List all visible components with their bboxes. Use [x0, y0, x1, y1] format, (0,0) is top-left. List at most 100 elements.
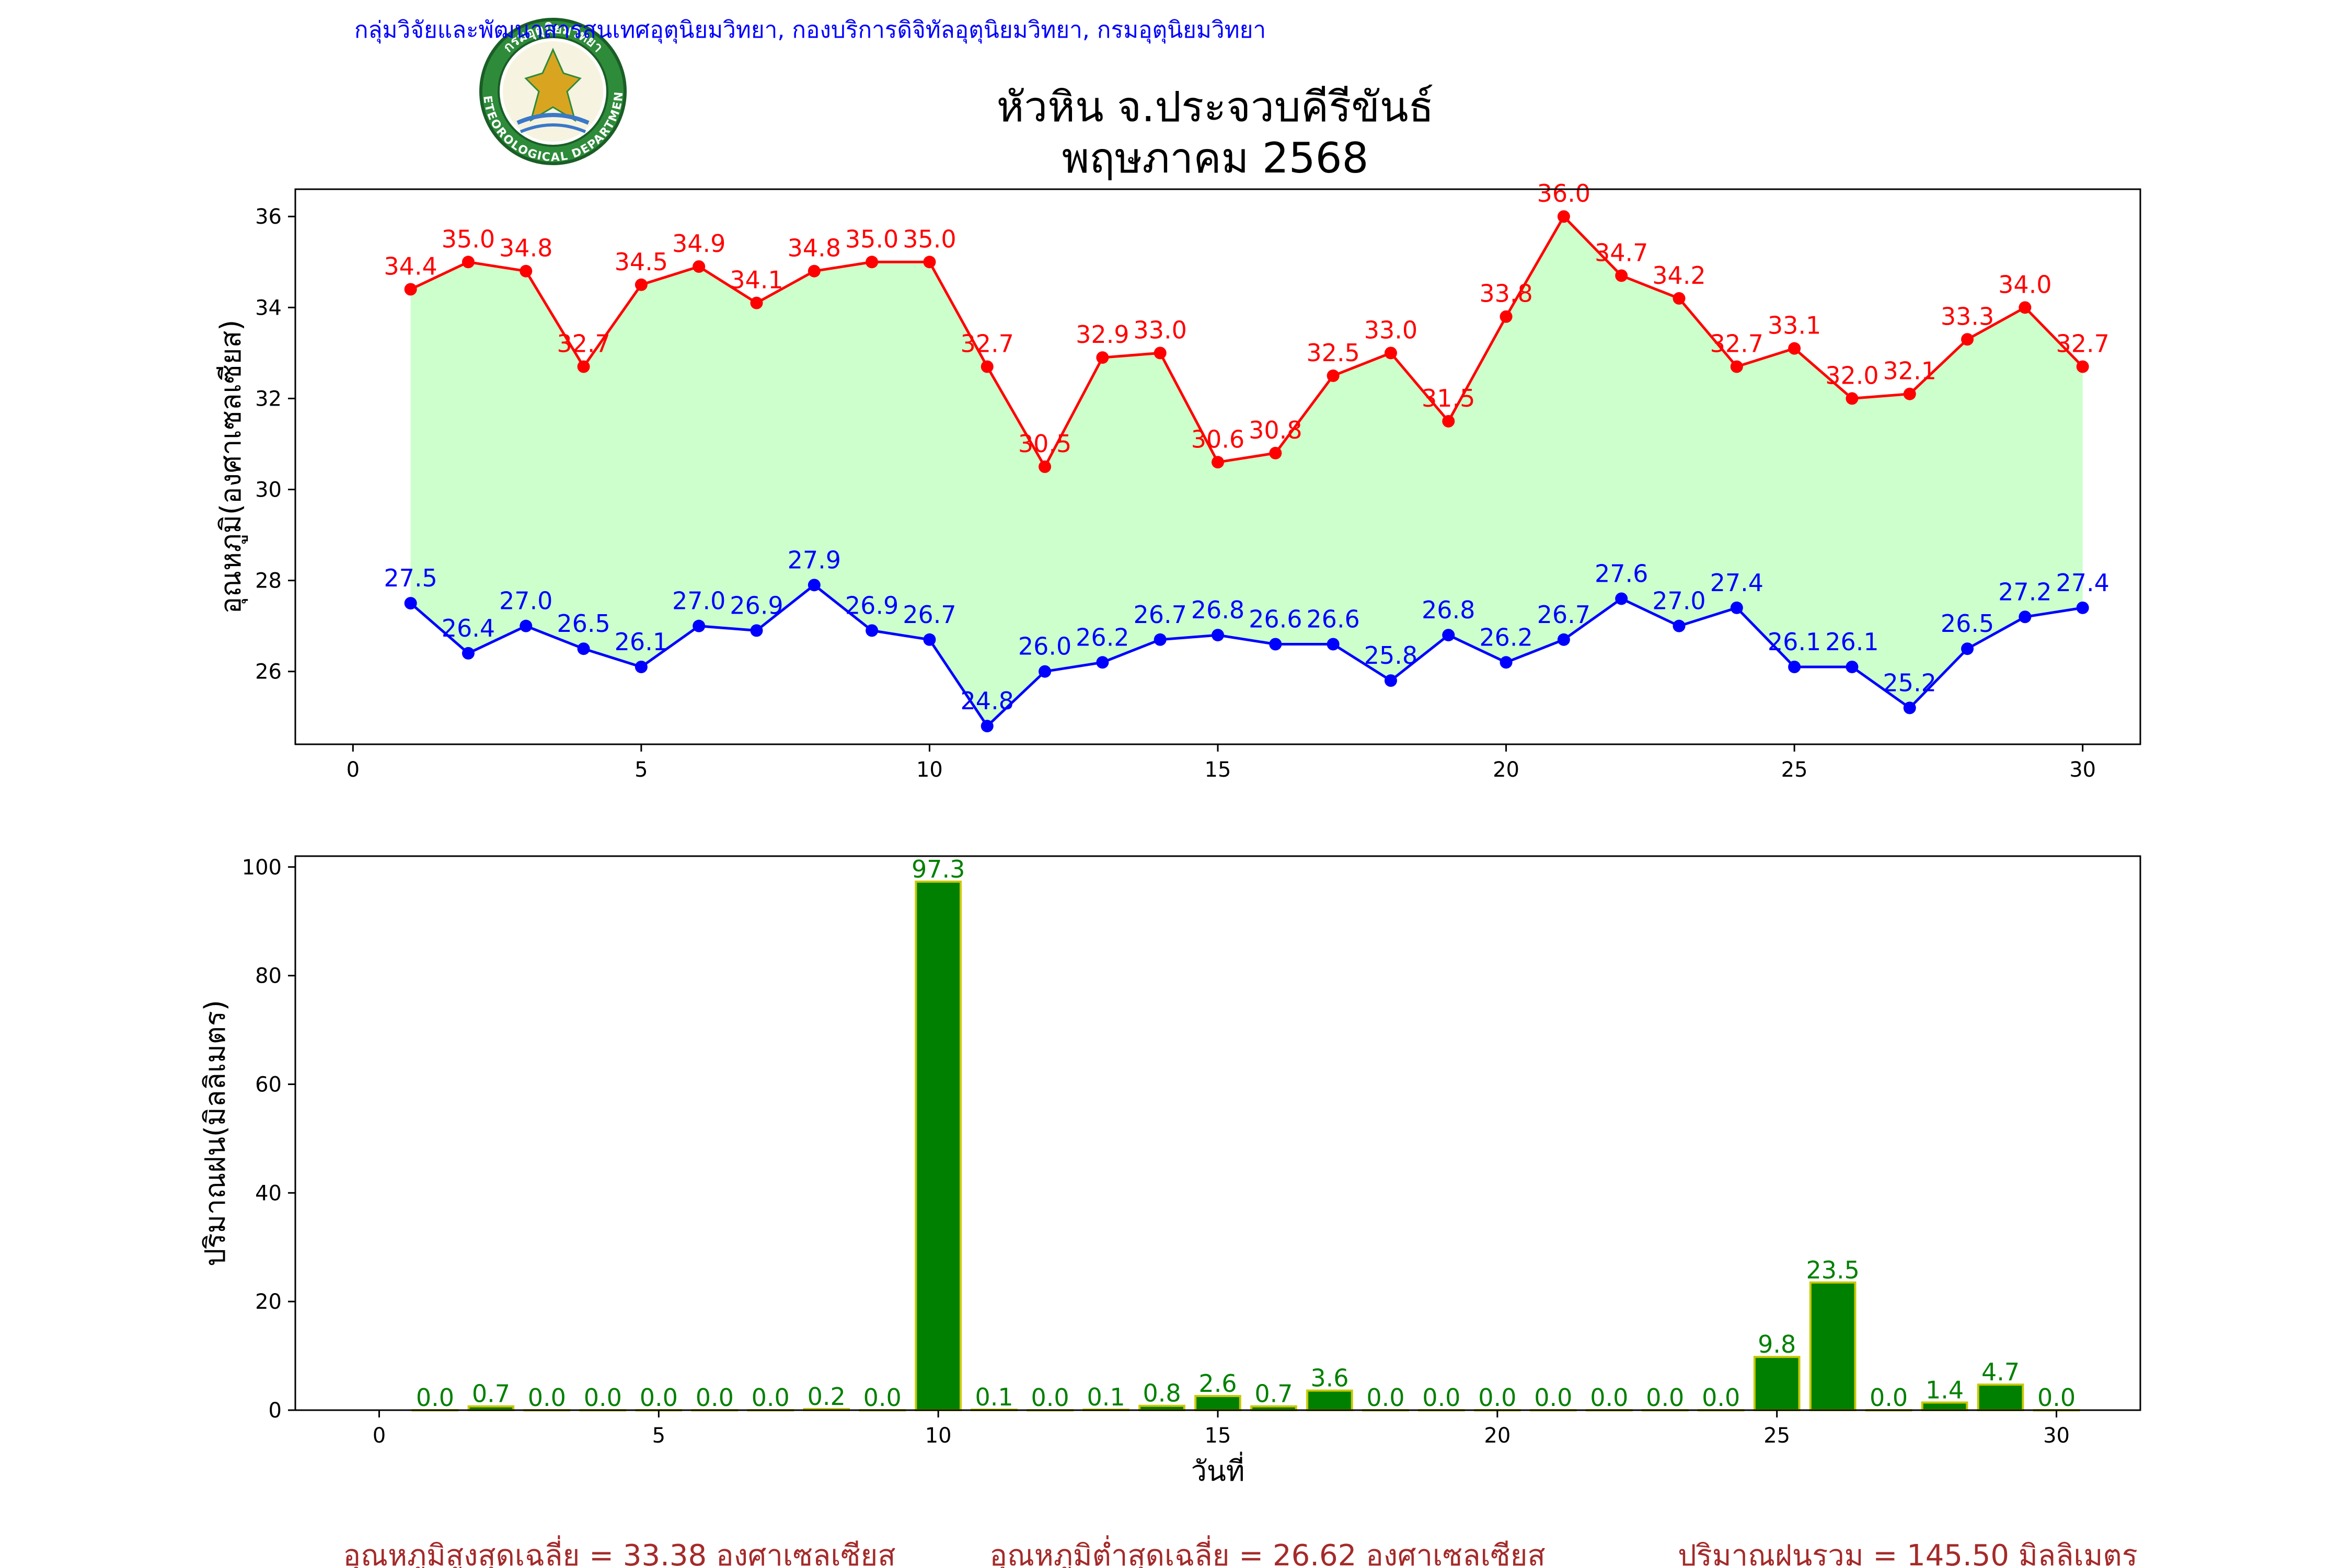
data-point-min-temp [1154, 633, 1167, 646]
data-point-min-temp [404, 597, 417, 610]
rain-data-label: 0.1 [1087, 1383, 1125, 1411]
data-point-max-temp [1615, 269, 1628, 282]
x-tick-label: 20 [1493, 758, 1519, 782]
data-point-max-temp [1500, 310, 1513, 323]
data-label-max-temp: 36.0 [1537, 179, 1590, 207]
y-tick-label: 0 [269, 1399, 282, 1423]
data-point-min-temp [1615, 592, 1628, 605]
data-label-max-temp: 31.5 [1422, 384, 1475, 412]
data-label-min-temp: 25.2 [1883, 668, 1936, 697]
rain-data-label: 2.6 [1198, 1369, 1237, 1398]
data-point-max-temp [1557, 210, 1570, 223]
data-point-min-temp [1269, 638, 1282, 651]
y-tick-label: 100 [242, 856, 282, 880]
data-label-max-temp: 34.8 [788, 234, 841, 262]
rain-data-label: 0.0 [1534, 1383, 1572, 1412]
data-label-max-temp: 34.5 [615, 248, 668, 276]
data-point-min-temp [1846, 661, 1859, 674]
data-label-min-temp: 27.0 [499, 587, 552, 615]
rain-bar [1977, 1383, 2024, 1412]
x-tick-label: 25 [1763, 1424, 1790, 1448]
data-point-max-temp [808, 264, 821, 278]
data-label-max-temp: 34.0 [1998, 270, 2051, 298]
data-label-min-temp: 27.0 [1652, 587, 1705, 615]
data-point-min-temp [520, 619, 533, 632]
x-tick-label: 5 [652, 1424, 665, 1448]
data-point-max-temp [1730, 360, 1743, 373]
data-point-max-temp [1154, 347, 1167, 360]
data-label-min-temp: 27.6 [1595, 559, 1648, 587]
summary-avg-min: อุณหภูมิต่ำสุดเฉลี่ย = 26.62 องศาเซลเซีย… [989, 1535, 1545, 1568]
data-point-min-temp [1039, 665, 1052, 678]
x-tick-label: 30 [2069, 758, 2096, 782]
chart-title-line2: พฤษภาคม 2568 [1062, 134, 1369, 182]
data-point-min-temp [1903, 701, 1916, 714]
rain-data-label: 0.0 [584, 1383, 622, 1412]
rain-data-label: 0.0 [1702, 1383, 1740, 1412]
rain-data-label: 0.0 [1870, 1383, 1908, 1412]
data-point-min-temp [1673, 619, 1686, 632]
data-label-max-temp: 32.7 [2056, 329, 2109, 358]
rain-bar [1753, 1356, 1801, 1412]
rain-data-label: 0.0 [752, 1383, 790, 1412]
data-label-min-temp: 27.2 [1998, 578, 2051, 606]
y-axis-label: อุณหภูมิ(องศาเซลเซียส) [214, 320, 248, 614]
data-label-max-temp: 34.9 [672, 229, 725, 258]
temperature-range-fill [410, 216, 2083, 727]
data-point-max-temp [1212, 456, 1224, 469]
y-tick-label: 20 [255, 1290, 282, 1314]
rain-data-label: 0.0 [696, 1383, 734, 1412]
rain-bar [1809, 1281, 1857, 1412]
data-point-min-temp [462, 647, 475, 660]
data-point-min-temp [1327, 638, 1340, 651]
data-label-max-temp: 35.0 [845, 225, 898, 253]
data-label-max-temp: 32.7 [1710, 329, 1763, 358]
data-point-max-temp [1903, 387, 1916, 400]
data-label-max-temp: 34.7 [1595, 238, 1648, 267]
data-label-max-temp: 32.9 [1076, 320, 1129, 349]
data-label-min-temp: 26.1 [1768, 628, 1821, 656]
data-label-min-temp: 27.9 [788, 546, 841, 574]
data-point-min-temp [1557, 633, 1570, 646]
rain-data-label: 23.5 [1806, 1256, 1859, 1284]
data-point-max-temp [1096, 351, 1109, 364]
rain-data-label: 0.0 [1590, 1383, 1628, 1412]
y-tick-label: 30 [255, 478, 282, 502]
data-label-max-temp: 35.0 [442, 225, 495, 253]
data-label-max-temp: 34.1 [730, 266, 783, 294]
rain-data-label: 0.0 [1422, 1383, 1460, 1412]
data-point-min-temp [635, 661, 648, 674]
data-point-min-temp [750, 624, 763, 637]
data-point-max-temp [520, 264, 533, 278]
y-tick-label: 80 [255, 964, 282, 988]
data-point-max-temp [404, 283, 417, 296]
data-label-min-temp: 26.8 [1422, 596, 1475, 624]
data-point-max-temp [1442, 414, 1455, 428]
summary-total-rain: ปริมาณฝนรวม = 145.50 มิลลิเมตร [1678, 1539, 2138, 1568]
rain-data-label: 0.0 [1646, 1383, 1684, 1412]
x-tick-label: 25 [1781, 758, 1808, 782]
rain-data-label: 0.0 [1478, 1383, 1516, 1412]
data-label-max-temp: 32.0 [1825, 361, 1878, 389]
data-label-max-temp: 32.7 [961, 329, 1014, 358]
data-label-min-temp: 26.1 [1825, 628, 1878, 656]
rain-data-label: 4.7 [1981, 1358, 2020, 1386]
data-label-min-temp: 26.6 [1249, 605, 1302, 633]
data-point-max-temp [462, 256, 475, 269]
data-point-min-temp [1961, 642, 1974, 655]
data-point-min-temp [693, 619, 706, 632]
data-label-min-temp: 26.7 [1133, 601, 1186, 629]
rain-data-label: 3.6 [1310, 1364, 1348, 1392]
rain-data-label: 9.8 [1758, 1330, 1796, 1358]
data-label-max-temp: 32.7 [557, 329, 610, 358]
x-tick-label: 30 [2043, 1424, 2070, 1448]
data-point-max-temp [2076, 360, 2089, 373]
data-label-min-temp: 27.0 [672, 587, 725, 615]
rain-data-label: 0.0 [528, 1383, 566, 1412]
y-tick-label: 40 [255, 1181, 282, 1205]
data-point-min-temp [981, 720, 994, 733]
data-point-min-temp [1212, 629, 1224, 642]
data-point-max-temp [1039, 460, 1052, 473]
rain-data-label: 0.0 [863, 1383, 902, 1412]
